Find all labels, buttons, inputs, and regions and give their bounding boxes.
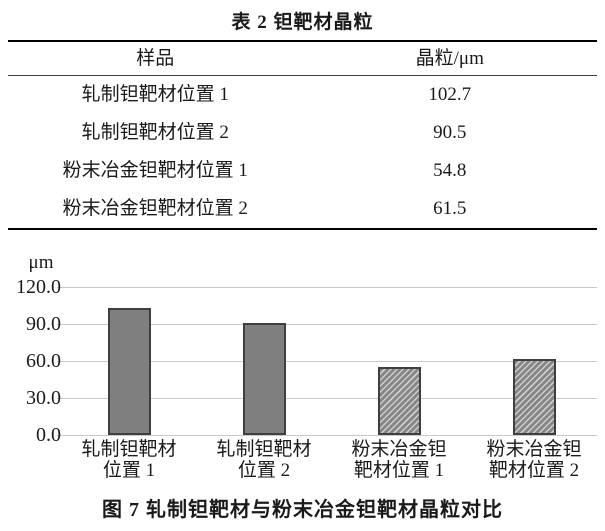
y-axis-tick-label: 120.0 <box>16 276 61 298</box>
y-axis-tick-label: 90.0 <box>26 313 61 335</box>
y-axis-tick-label: 0.0 <box>36 424 61 446</box>
cell-grain-value: 90.5 <box>433 122 467 143</box>
cell-grain-value: 102.7 <box>428 84 472 105</box>
chart-gridline <box>57 435 597 436</box>
table-body: 轧制钽靶材位置 1 102.7 轧制钽靶材位置 2 90.5 粉末冶金钽靶材位置 1 54… <box>8 76 597 228</box>
x-axis-category-label: 粉末冶金钽 靶材位置 1 <box>351 439 447 481</box>
cell-grain-value: 54.8 <box>433 160 467 181</box>
x-axis-category-label: 粉末冶金钽 靶材位置 2 <box>486 439 582 481</box>
table-title: 表 2 钽靶材晶粒 <box>231 12 374 33</box>
table-row: 粉末冶金钽靶材位置 2 61.5 <box>8 190 597 228</box>
grain-bar-chart: μm 120.0 90.0 60.0 30.0 0.0 轧制钽靶材 位置 1 轧制钽靶材 位… <box>0 250 605 497</box>
y-axis-tick-label: 30.0 <box>26 387 61 409</box>
chart-gridline <box>57 287 597 288</box>
chart-gridline <box>57 398 597 399</box>
figure-caption: 图 7 轧制钽靶材与粉末冶金钽靶材晶粒对比 <box>102 499 503 521</box>
chart-bar <box>242 323 286 435</box>
column-header-grain: 晶粒/μm <box>415 48 484 69</box>
table-row: 轧制钽靶材位置 1 102.7 <box>8 76 597 114</box>
chart-gridline <box>57 324 597 325</box>
cell-sample: 轧制钽靶材位置 2 <box>81 122 229 143</box>
table-row: 轧制钽靶材位置 2 90.5 <box>8 114 597 152</box>
column-header-sample: 样品 <box>136 48 175 69</box>
y-axis-tick-label: 60.0 <box>26 350 61 372</box>
chart-bar <box>512 359 556 435</box>
chart-gridline <box>57 361 597 362</box>
cell-sample: 粉末冶金钽靶材位置 2 <box>62 198 248 219</box>
chart-bar <box>377 367 421 435</box>
x-axis-category-label: 轧制钽靶材 位置 2 <box>216 439 312 481</box>
grain-size-table: 样品 晶粒/μm 轧制钽靶材位置 1 102.7 轧制钽靶材位置 2 90.5 粉末冶金… <box>8 40 597 230</box>
y-axis-unit-label: μm <box>28 252 54 273</box>
cell-sample: 粉末冶金钽靶材位置 1 <box>62 160 248 181</box>
chart-bar <box>107 308 151 435</box>
x-axis-category-label: 轧制钽靶材 位置 1 <box>81 439 177 481</box>
table-header-row: 样品 晶粒/μm <box>8 42 597 76</box>
table-row: 粉末冶金钽靶材位置 1 54.8 <box>8 152 597 190</box>
cell-sample: 轧制钽靶材位置 1 <box>81 84 229 105</box>
cell-grain-value: 61.5 <box>433 198 467 219</box>
